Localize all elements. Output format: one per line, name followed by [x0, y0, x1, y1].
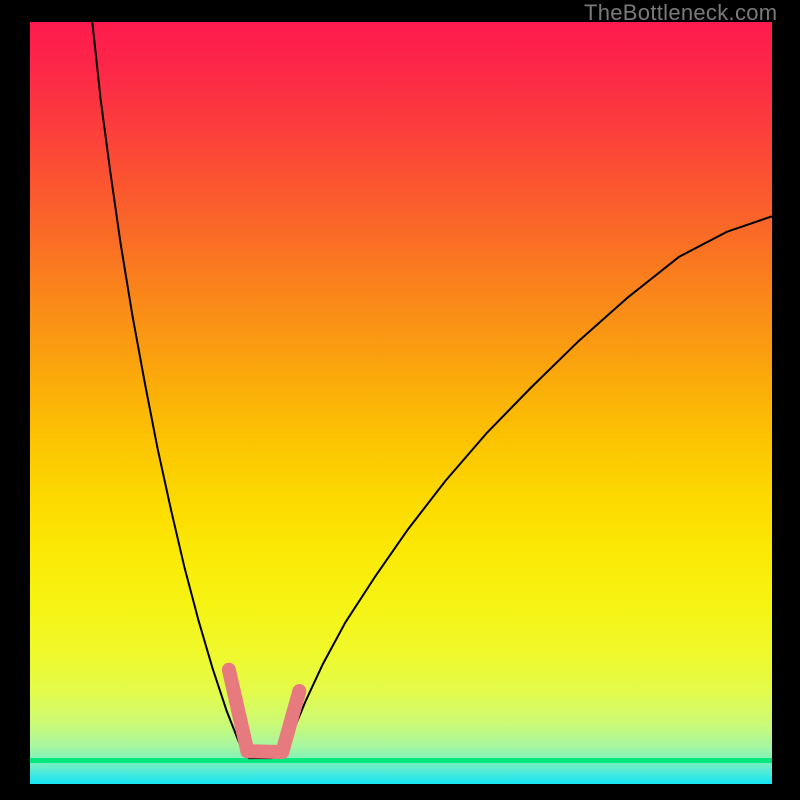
- bottom-green-band: [30, 758, 772, 763]
- attribution-text: TheBottleneck.com: [584, 0, 777, 26]
- chart-root: TheBottleneck.com: [0, 0, 800, 800]
- chart-plot-area: [30, 22, 772, 784]
- gradient-background: [30, 22, 772, 784]
